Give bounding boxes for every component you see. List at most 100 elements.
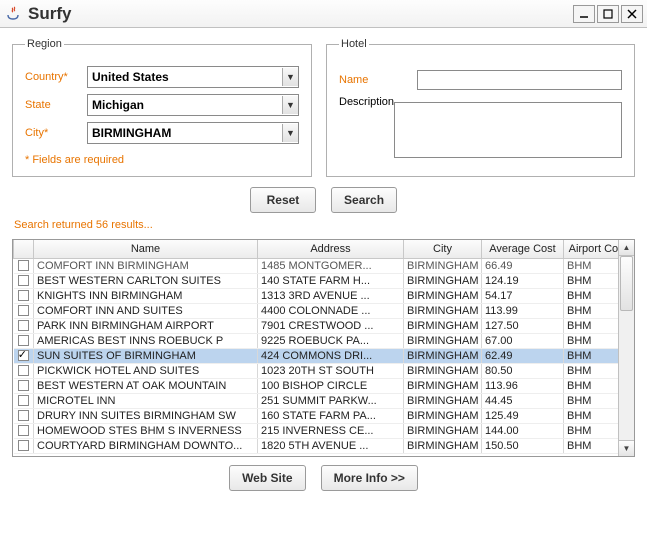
java-icon <box>4 5 22 23</box>
cell-address: 1820 5TH AVENUE ... <box>258 438 404 453</box>
vertical-scrollbar[interactable]: ▲ ▼ <box>618 240 634 456</box>
cell-address: 424 COMMONS DRI... <box>258 348 404 363</box>
row-checkbox-cell[interactable] <box>14 318 34 333</box>
moreinfo-button[interactable]: More Info >> <box>321 465 418 491</box>
col-header-checkbox[interactable] <box>14 240 34 258</box>
cell-city: BIRMINGHAM <box>404 393 482 408</box>
cell-avg_cost: 44.45 <box>482 393 564 408</box>
required-note: * Fields are required <box>25 154 299 166</box>
row-checkbox[interactable] <box>18 290 29 301</box>
col-header-name[interactable]: Name <box>34 240 258 258</box>
scrollbar-thumb[interactable] <box>620 256 633 311</box>
state-label: State <box>25 99 87 111</box>
row-checkbox[interactable] <box>18 410 29 421</box>
reset-button[interactable]: Reset <box>250 187 316 213</box>
row-checkbox[interactable] <box>18 380 29 391</box>
cell-address: 1485 MONTGOMER... <box>258 258 404 273</box>
cell-city: BIRMINGHAM <box>404 288 482 303</box>
cell-name: COMFORT INN AND SUITES <box>34 303 258 318</box>
row-checkbox[interactable] <box>18 395 29 406</box>
cell-city: BIRMINGHAM <box>404 408 482 423</box>
row-checkbox[interactable] <box>18 440 29 451</box>
row-checkbox-cell[interactable] <box>14 303 34 318</box>
cell-airport: BHM <box>564 258 619 273</box>
cell-city: BIRMINGHAM <box>404 363 482 378</box>
table-row[interactable]: KNIGHTS INN BIRMINGHAM1313 3RD AVENUE ..… <box>14 288 619 303</box>
table-row[interactable]: MICROTEL INN251 SUMMIT PARKW...BIRMINGHA… <box>14 393 619 408</box>
col-header-city[interactable]: City <box>404 240 482 258</box>
cell-city: BIRMINGHAM <box>404 438 482 453</box>
row-checkbox-cell[interactable] <box>14 438 34 453</box>
cell-name: MICROTEL INN <box>34 393 258 408</box>
scrollbar-track[interactable] <box>619 256 634 440</box>
cell-avg_cost: 54.17 <box>482 288 564 303</box>
table-row[interactable]: PARK INN BIRMINGHAM AIRPORT7901 CRESTWOO… <box>14 318 619 333</box>
hotel-description-label: Description <box>339 96 394 108</box>
cell-address: 9225 ROEBUCK PA... <box>258 333 404 348</box>
close-button[interactable] <box>621 5 643 23</box>
cell-name: AMERICAS BEST INNS ROEBUCK P <box>34 333 258 348</box>
row-checkbox[interactable] <box>18 365 29 376</box>
cell-airport: BHM <box>564 333 619 348</box>
state-value: Michigan <box>92 98 144 112</box>
col-header-avg-cost[interactable]: Average Cost <box>482 240 564 258</box>
city-select[interactable]: BIRMINGHAM ▼ <box>87 122 299 144</box>
table-row[interactable]: DRURY INN SUITES BIRMINGHAM SW160 STATE … <box>14 408 619 423</box>
row-checkbox-cell[interactable] <box>14 393 34 408</box>
hotel-description-input[interactable] <box>394 102 622 158</box>
cell-name: KNIGHTS INN BIRMINGHAM <box>34 288 258 303</box>
cell-airport: BHM <box>564 393 619 408</box>
website-button[interactable]: Web Site <box>229 465 305 491</box>
row-checkbox[interactable] <box>18 425 29 436</box>
row-checkbox[interactable] <box>18 275 29 286</box>
table-row[interactable]: SUN SUITES OF BIRMINGHAM424 COMMONS DRI.… <box>14 348 619 363</box>
cell-address: 4400 COLONNADE ... <box>258 303 404 318</box>
cell-name: DRURY INN SUITES BIRMINGHAM SW <box>34 408 258 423</box>
table-row[interactable]: BEST WESTERN CARLTON SUITES140 STATE FAR… <box>14 273 619 288</box>
row-checkbox-cell[interactable] <box>14 363 34 378</box>
row-checkbox-cell[interactable] <box>14 288 34 303</box>
table-row[interactable]: AMERICAS BEST INNS ROEBUCK P9225 ROEBUCK… <box>14 333 619 348</box>
scroll-up-icon[interactable]: ▲ <box>619 240 634 256</box>
table-row[interactable]: BEST WESTERN AT OAK MOUNTAIN100 BISHOP C… <box>14 378 619 393</box>
cell-address: 160 STATE FARM PA... <box>258 408 404 423</box>
region-fieldset: Region Country* United States ▼ State Mi… <box>12 38 312 177</box>
cell-city: BIRMINGHAM <box>404 378 482 393</box>
table-row[interactable]: PICKWICK HOTEL AND SUITES1023 20TH ST SO… <box>14 363 619 378</box>
status-text: Search returned 56 results... <box>14 219 635 231</box>
cell-avg_cost: 144.00 <box>482 423 564 438</box>
cell-city: BIRMINGHAM <box>404 258 482 273</box>
country-select[interactable]: United States ▼ <box>87 66 299 88</box>
state-select[interactable]: Michigan ▼ <box>87 94 299 116</box>
row-checkbox[interactable] <box>18 305 29 316</box>
region-legend: Region <box>25 38 64 50</box>
cell-airport: BHM <box>564 408 619 423</box>
row-checkbox-cell[interactable] <box>14 273 34 288</box>
row-checkbox[interactable] <box>18 320 29 331</box>
row-checkbox-cell[interactable] <box>14 408 34 423</box>
table-row[interactable]: COMFORT INN BIRMINGHAM1485 MONTGOMER...B… <box>14 258 619 273</box>
row-checkbox-cell[interactable] <box>14 378 34 393</box>
maximize-button[interactable] <box>597 5 619 23</box>
row-checkbox[interactable] <box>18 335 29 346</box>
row-checkbox-cell[interactable] <box>14 333 34 348</box>
chevron-down-icon: ▼ <box>282 96 298 114</box>
row-checkbox[interactable] <box>18 350 29 361</box>
cell-name: HOMEWOOD STES BHM S INVERNESS <box>34 423 258 438</box>
cell-city: BIRMINGHAM <box>404 333 482 348</box>
col-header-airport[interactable]: Airport Code <box>564 240 619 258</box>
table-row[interactable]: COMFORT INN AND SUITES4400 COLONNADE ...… <box>14 303 619 318</box>
row-checkbox-cell[interactable] <box>14 258 34 273</box>
table-row[interactable]: HOMEWOOD STES BHM S INVERNESS215 INVERNE… <box>14 423 619 438</box>
minimize-button[interactable] <box>573 5 595 23</box>
row-checkbox-cell[interactable] <box>14 348 34 363</box>
hotel-name-input[interactable] <box>417 70 622 90</box>
row-checkbox[interactable] <box>18 260 29 271</box>
search-button[interactable]: Search <box>331 187 397 213</box>
cell-airport: BHM <box>564 423 619 438</box>
table-row[interactable]: COURTYARD BIRMINGHAM DOWNTO...1820 5TH A… <box>14 438 619 453</box>
col-header-address[interactable]: Address <box>258 240 404 258</box>
cell-avg_cost: 113.99 <box>482 303 564 318</box>
scroll-down-icon[interactable]: ▼ <box>619 440 634 456</box>
row-checkbox-cell[interactable] <box>14 423 34 438</box>
